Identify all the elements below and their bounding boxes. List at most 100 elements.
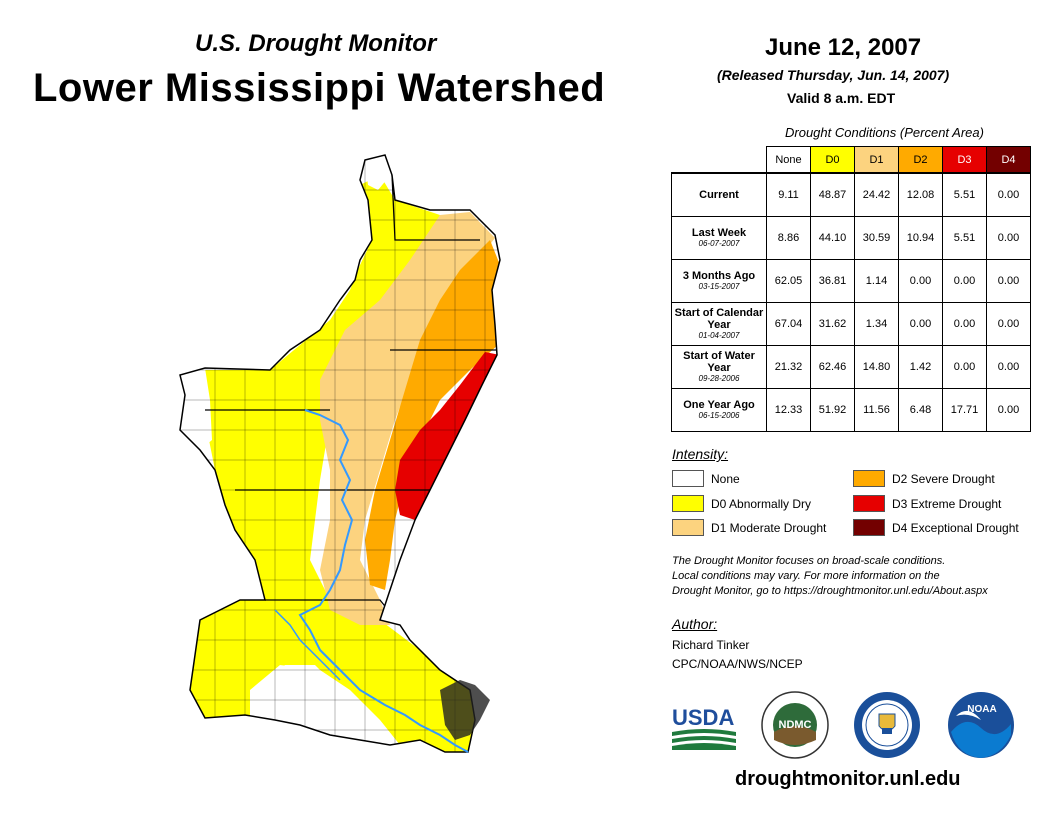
map-title: Lower Mississippi Watershed: [33, 66, 606, 110]
col-d1: D1: [854, 146, 899, 174]
noaa-logo: NOAA: [948, 692, 1014, 758]
row-label: One Year Ago 06-15-2006: [671, 388, 767, 432]
ndmc-logo-text: NDMC: [779, 719, 812, 731]
table-cell: 12.08: [898, 172, 943, 217]
row-label-text: Start of Calendar Year: [674, 307, 764, 331]
note-line-2: Local conditions may vary. For more info…: [672, 570, 940, 582]
legend-swatch-none: [672, 470, 704, 487]
row-label-text: Start of Water Year: [683, 350, 755, 374]
table-cell: 0.00: [898, 259, 943, 303]
legend-label-none: None: [711, 472, 740, 486]
row-label-text: 3 Months Ago: [682, 270, 756, 282]
legend-label-d2: D2 Severe Drought: [892, 472, 995, 486]
table-row: Start of Calendar Year 01-04-2007 67.04 31.…: [671, 302, 1031, 346]
map-date: June 12, 2007: [765, 34, 922, 61]
table-cell: 10.94: [898, 216, 943, 260]
table-cell: 9.11: [766, 172, 811, 217]
table-cell: 67.04: [766, 302, 811, 346]
table-row: 3 Months Ago 03-15-2007 62.05 36.81 1.14 0.00…: [671, 259, 1031, 303]
table-cell: 62.46: [810, 345, 855, 389]
author-name: Richard Tinker: [672, 638, 750, 652]
row-date: 01-04-2007: [698, 331, 740, 340]
row-label: Last Week 06-07-2007: [671, 216, 767, 260]
legend-label-d4: D4 Exceptional Drought: [892, 521, 1019, 535]
legend-label-d1: D1 Moderate Drought: [711, 521, 827, 535]
coastal-marsh: [440, 680, 490, 740]
legend-label-d3: D3 Extreme Drought: [892, 497, 1002, 511]
legend-swatch-d3: [853, 495, 885, 512]
table-cell: 0.00: [942, 345, 987, 389]
legend-swatch-d2: [853, 470, 885, 487]
zone-d1: [320, 212, 495, 625]
col-d3: D3: [942, 146, 987, 174]
zone-none-north: [365, 158, 388, 190]
author-heading: Author:: [672, 616, 718, 632]
table-cell: 8.86: [766, 216, 811, 260]
table-cell: 0.00: [986, 172, 1031, 217]
drought-map: [179, 154, 501, 753]
table-cell: 0.00: [986, 302, 1031, 346]
map-subtitle: U.S. Drought Monitor: [195, 30, 437, 57]
website-url[interactable]: droughtmonitor.unl.edu: [735, 768, 961, 790]
table-header-row: None D0 D1 D2 D3 D4: [672, 146, 1031, 174]
row-date: 09-28-2006: [698, 374, 740, 383]
table-cell: 31.62: [810, 302, 855, 346]
row-label-text: One Year Ago: [683, 399, 755, 411]
row-label-text: Last Week: [691, 227, 747, 239]
table-cell: 51.92: [810, 388, 855, 432]
table-cell: 36.81: [810, 259, 855, 303]
row-date: 06-07-2007: [698, 239, 740, 248]
table-cell: 21.32: [766, 345, 811, 389]
zone-none-south: [260, 665, 380, 740]
table-row: Current 9.11 48.87 24.42 12.08 5.51 0.00: [671, 172, 1031, 217]
row-label: Start of Calendar Year 01-04-2007: [671, 302, 767, 346]
atchafalaya-river: [274, 609, 341, 681]
table-cell: 0.00: [986, 388, 1031, 432]
table-body: Current 9.11 48.87 24.42 12.08 5.51 0.00 Last W…: [671, 172, 1031, 432]
table-cell: 0.00: [942, 259, 987, 303]
row-label-text: Current: [699, 189, 739, 201]
row-label: Current: [671, 172, 767, 217]
table-cell: 11.56: [854, 388, 899, 432]
mississippi-river: [298, 409, 469, 753]
row-date: 03-15-2007: [698, 282, 740, 291]
noaa-logo-text: NOAA: [967, 704, 996, 715]
table-corner: [672, 147, 767, 174]
table-cell: 0.00: [986, 345, 1031, 389]
table-cell: 14.80: [854, 345, 899, 389]
table-cell: 17.71: [942, 388, 987, 432]
usda-logo-text: USDA: [672, 705, 734, 730]
zone-d0: [190, 175, 480, 752]
release-date: (Released Thursday, Jun. 14, 2007): [717, 67, 950, 83]
table-cell: 1.14: [854, 259, 899, 303]
table-cell: 0.00: [898, 302, 943, 346]
row-label: Start of Water Year 09-28-2006: [671, 345, 767, 389]
table-cell: 1.42: [898, 345, 943, 389]
table-cell: 12.33: [766, 388, 811, 432]
col-none: None: [766, 146, 811, 174]
table-caption: Drought Conditions (Percent Area): [785, 125, 984, 140]
table-row: Start of Water Year 09-28-2006 21.32 62.46 1…: [671, 345, 1031, 389]
author-org: CPC/NOAA/NWS/NCEP: [672, 657, 803, 671]
intensity-heading: Intensity:: [672, 446, 729, 462]
watershed-outline: [179, 154, 501, 753]
col-d4: D4: [986, 146, 1031, 174]
disclaimer-note: The Drought Monitor focuses on broad-sca…: [672, 554, 1042, 599]
drought-zones: [180, 155, 500, 752]
table-cell: 6.48: [898, 388, 943, 432]
table-row: Last Week 06-07-2007 8.86 44.10 30.59 10.94 5.…: [671, 216, 1031, 260]
drought-conditions-table: None D0 D1 D2 D3 D4 Current 9.11 48.87 24.4…: [671, 146, 1031, 432]
table-cell: 0.00: [942, 302, 987, 346]
doc-seal-logo: [854, 692, 920, 758]
row-date: 06-15-2006: [698, 411, 740, 420]
ndmc-logo: NDMC: [761, 691, 829, 759]
valid-time: Valid 8 a.m. EDT: [787, 90, 896, 106]
note-line-3: Drought Monitor, go to https://droughtmo…: [672, 585, 988, 597]
table-cell: 48.87: [810, 172, 855, 217]
col-d0: D0: [810, 146, 855, 174]
table-row: One Year Ago 06-15-2006 12.33 51.92 11.56 6.4…: [671, 388, 1031, 432]
table-cell: 0.00: [986, 259, 1031, 303]
legend-label-d0: D0 Abnormally Dry: [711, 497, 812, 511]
legend-swatch-d1: [672, 519, 704, 536]
table-cell: 24.42: [854, 172, 899, 217]
